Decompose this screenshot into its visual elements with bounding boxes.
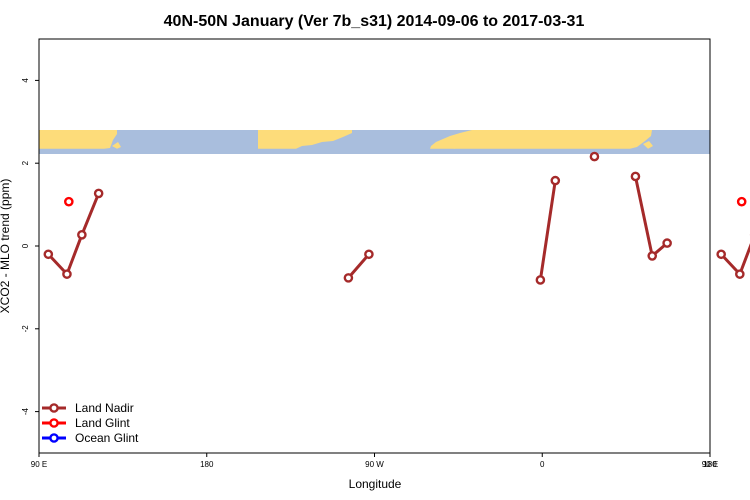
x-tick-label: 90 E xyxy=(31,460,47,469)
land-glint-point xyxy=(736,196,747,207)
land-nadir-line xyxy=(538,180,557,281)
series-layer xyxy=(43,151,750,285)
y-axis-label: XCO2 - MLO trend (ppm) xyxy=(0,179,12,314)
land-nadir-line xyxy=(633,176,669,258)
legend-item-ocean-glint: Ocean Glint xyxy=(42,431,139,445)
y-tick-label: 2 xyxy=(21,160,30,165)
legend-label: Ocean Glint xyxy=(75,431,139,445)
legend-swatch-point xyxy=(49,433,59,443)
land-nadir-point xyxy=(43,249,54,260)
land-nadir-point xyxy=(77,230,87,240)
x-tick-label: 180 xyxy=(703,460,717,469)
plot-area-frame xyxy=(38,38,711,454)
x-tick-label: 180 xyxy=(200,460,214,469)
land-glint-point xyxy=(64,196,74,207)
y-tick-label: -4 xyxy=(21,407,30,415)
map-strip xyxy=(39,130,710,154)
x-tick-label: 90 W xyxy=(365,460,384,469)
y-tick-label: 4 xyxy=(21,78,30,83)
x-tick-label: 90 E xyxy=(702,460,718,469)
land-nadir-point xyxy=(589,151,600,162)
land-nadir-point xyxy=(647,251,658,261)
legend-item-land-nadir: Land Nadir xyxy=(42,401,134,415)
y-tick-label: -2 xyxy=(21,325,30,333)
land-nadir-point xyxy=(550,175,561,186)
land-nadir-point xyxy=(662,238,672,248)
land-nadir-point xyxy=(735,269,745,279)
land-nadir-line xyxy=(347,253,371,279)
legend-label: Land Nadir xyxy=(75,401,134,415)
y-tick-label: 0 xyxy=(21,243,30,248)
map-land-1 xyxy=(112,142,121,149)
land-nadir-point xyxy=(343,273,354,283)
x-axis-label: Longitude xyxy=(349,477,402,491)
land-nadir-point xyxy=(535,275,546,285)
land-nadir-line xyxy=(720,243,750,276)
map-land-2 xyxy=(258,130,352,149)
y-axis: -4 -2 0 2 4 xyxy=(21,78,39,415)
chart-title: 40N-50N January (Ver 7b_s31) 2014-09-06 … xyxy=(164,13,585,30)
legend-swatch-point xyxy=(49,418,59,428)
map-land-4 xyxy=(449,142,458,149)
legend-item-land-glint: Land Glint xyxy=(42,416,130,430)
map-land-5 xyxy=(643,141,653,149)
land-nadir-line xyxy=(47,192,101,276)
land-nadir-point xyxy=(364,249,374,260)
legend-swatch-point xyxy=(49,403,59,413)
map-strip-land xyxy=(39,130,653,149)
land-nadir-point xyxy=(62,269,72,279)
land-nadir-point xyxy=(630,171,641,182)
legend-label: Land Glint xyxy=(75,416,130,430)
land-nadir-point xyxy=(93,188,104,199)
map-land-0 xyxy=(39,130,117,149)
map-land-3 xyxy=(430,130,652,149)
x-tick-label: 0 xyxy=(540,460,545,469)
land-nadir-point xyxy=(716,249,726,260)
